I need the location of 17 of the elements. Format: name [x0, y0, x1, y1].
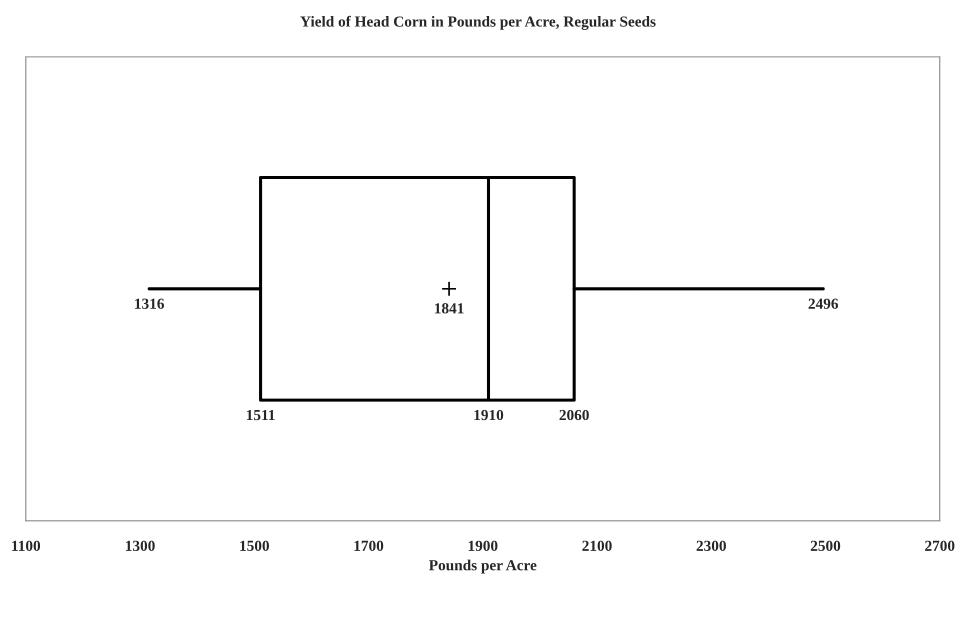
- annotation: 1316: [135, 298, 164, 309]
- annotation: 1511: [246, 410, 275, 420]
- chart-title: Yield of Head Corn in Pounds per Acre, Regular Seeds: [300, 16, 656, 30]
- x-tick-label: 1700: [354, 540, 384, 551]
- x-tick-label: 2300: [696, 540, 726, 551]
- annotation: 1910: [474, 410, 504, 420]
- annotation: 1841: [435, 303, 464, 314]
- x-tick-label: 2500: [810, 540, 840, 551]
- x-tick-label: 1900: [468, 540, 498, 551]
- x-tick-label: 1100: [12, 540, 40, 551]
- annotation: 2060: [560, 410, 589, 420]
- x-tick-label: 2100: [582, 540, 612, 551]
- x-axis-title: Pounds per Acre: [428, 560, 536, 574]
- annotation: 2496: [808, 298, 838, 309]
- x-tick-label: 2700: [925, 540, 954, 551]
- x-tick-label: 1300: [126, 540, 155, 551]
- x-tick-label: 1500: [240, 540, 269, 551]
